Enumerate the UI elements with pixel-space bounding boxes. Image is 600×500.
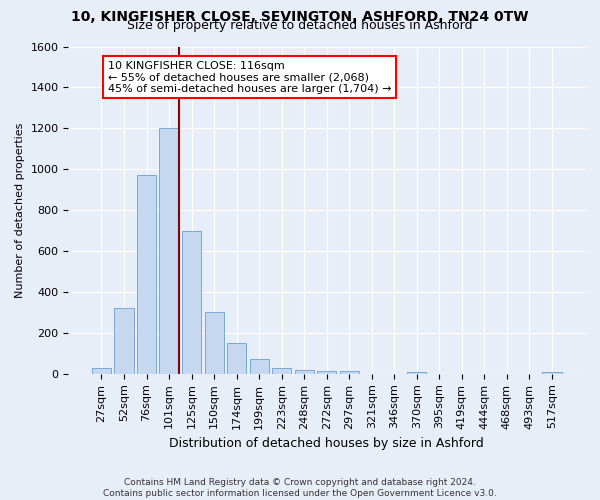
Bar	[160, 128, 179, 374]
Bar	[115, 308, 134, 374]
Bar	[317, 371, 336, 374]
Bar	[227, 343, 246, 374]
Text: Contains HM Land Registry data © Crown copyright and database right 2024.
Contai: Contains HM Land Registry data © Crown c…	[103, 478, 497, 498]
Bar	[205, 312, 224, 374]
Text: Size of property relative to detached houses in Ashford: Size of property relative to detached ho…	[127, 19, 473, 32]
Text: 10 KINGFISHER CLOSE: 116sqm
← 55% of detached houses are smaller (2,068)
45% of : 10 KINGFISHER CLOSE: 116sqm ← 55% of det…	[108, 61, 391, 94]
Bar	[340, 371, 359, 374]
Bar	[92, 368, 111, 374]
Bar	[542, 372, 562, 374]
Bar	[295, 370, 314, 374]
Text: 10, KINGFISHER CLOSE, SEVINGTON, ASHFORD, TN24 0TW: 10, KINGFISHER CLOSE, SEVINGTON, ASHFORD…	[71, 10, 529, 24]
Y-axis label: Number of detached properties: Number of detached properties	[15, 122, 25, 298]
Bar	[407, 372, 427, 374]
Bar	[182, 230, 201, 374]
Bar	[250, 360, 269, 374]
Bar	[272, 368, 291, 374]
X-axis label: Distribution of detached houses by size in Ashford: Distribution of detached houses by size …	[169, 437, 484, 450]
Bar	[137, 176, 156, 374]
